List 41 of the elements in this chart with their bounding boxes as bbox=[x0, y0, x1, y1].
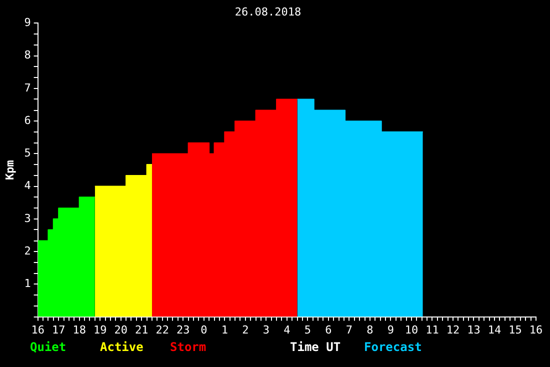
y-tick-label: 1 bbox=[24, 277, 31, 290]
x-tick-label: 6 bbox=[325, 323, 332, 336]
x-tick-label: 7 bbox=[346, 323, 352, 336]
x-tick-label: 16 bbox=[31, 323, 44, 336]
x-tick-label: 20 bbox=[114, 323, 128, 336]
x-tick-label: 4 bbox=[284, 323, 291, 336]
y-axis-title: Kpm bbox=[3, 160, 16, 180]
series-label: Forecast bbox=[364, 340, 422, 354]
x-tick-label: 22 bbox=[156, 323, 169, 336]
x-axis-title: Time UT bbox=[290, 340, 341, 354]
x-tick-label: 23 bbox=[176, 323, 190, 336]
x-tick-label: 9 bbox=[387, 323, 394, 336]
x-tick-label: 18 bbox=[72, 323, 86, 336]
x-tick-label: 19 bbox=[93, 323, 107, 336]
x-tick-label: 17 bbox=[52, 323, 66, 336]
x-tick-label: 13 bbox=[467, 323, 480, 336]
x-tick-label: 5 bbox=[304, 323, 311, 336]
x-tick-label: 14 bbox=[488, 323, 502, 336]
x-tick-label: 10 bbox=[404, 323, 418, 336]
x-tick-label: 8 bbox=[366, 323, 374, 336]
y-tick-label: 5 bbox=[24, 146, 31, 160]
y-tick-label: 9 bbox=[24, 16, 31, 30]
series-label: Active bbox=[100, 340, 144, 354]
y-tick-label: 2 bbox=[24, 244, 31, 258]
x-tick-label: 2 bbox=[242, 323, 249, 336]
y-tick-label: 4 bbox=[24, 179, 32, 192]
chart-title: 26.08.2018 bbox=[234, 5, 302, 18]
x-tick-label: 0 bbox=[200, 323, 208, 336]
x-tick-label: 16 bbox=[529, 323, 543, 336]
x-tick-label: 1 bbox=[221, 323, 228, 336]
series-label: Storm bbox=[170, 340, 206, 354]
x-tick-label: 12 bbox=[446, 323, 460, 336]
x-tick-label: 11 bbox=[426, 323, 439, 336]
y-tick-label: 7 bbox=[24, 81, 31, 94]
y-tick-label: 8 bbox=[24, 48, 31, 62]
y-tick-label: 3 bbox=[24, 212, 31, 225]
x-tick-label: 21 bbox=[134, 323, 148, 336]
x-tick-label: 15 bbox=[508, 323, 522, 336]
y-tick-label: 6 bbox=[24, 114, 31, 127]
series-label: Quiet bbox=[30, 340, 66, 354]
x-tick-label: 3 bbox=[262, 323, 270, 336]
